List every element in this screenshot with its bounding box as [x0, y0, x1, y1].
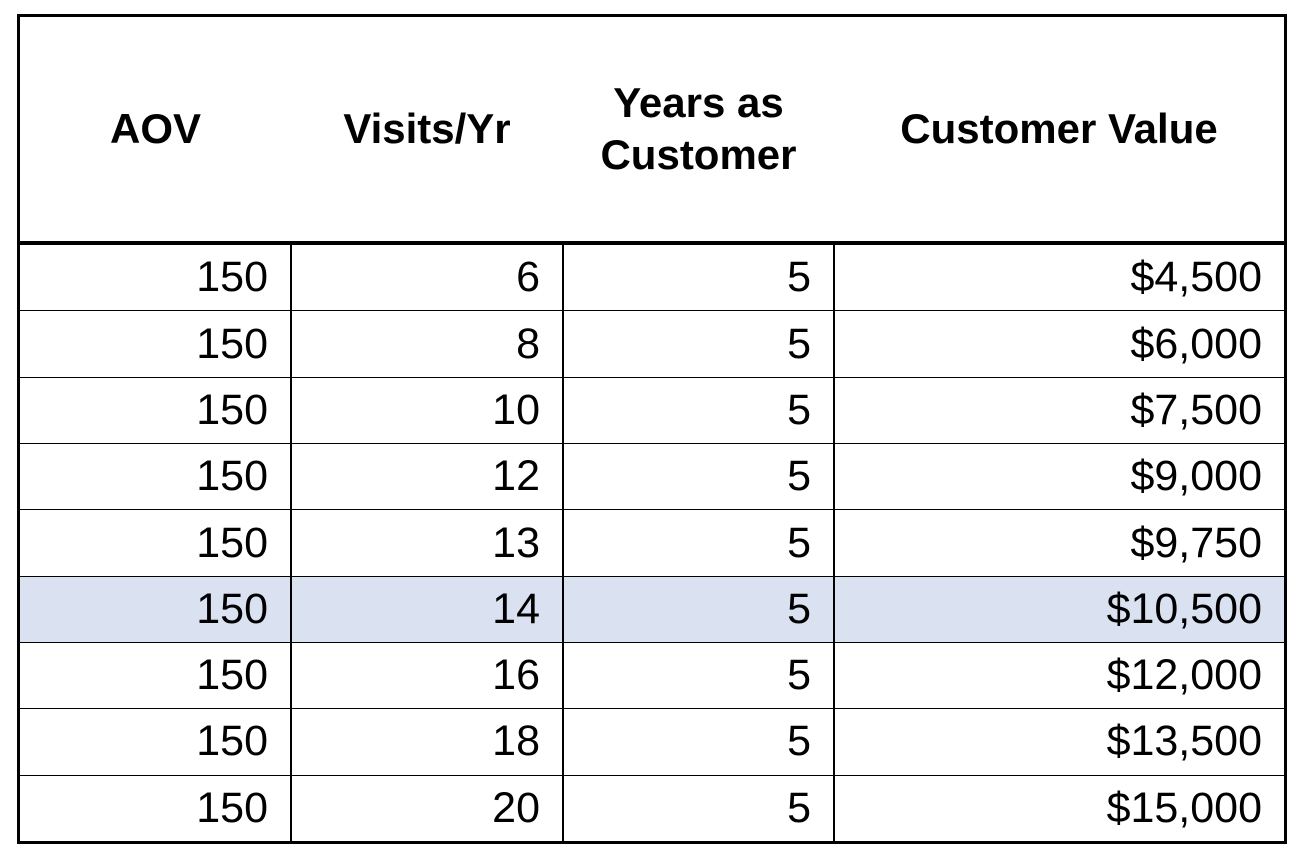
table-row: 150 12 5 $9,000: [20, 443, 1284, 510]
table-row: 150 16 5 $12,000: [20, 641, 1284, 709]
cell-visits-per-year: 18: [291, 708, 564, 776]
cell-visits-per-year: 14: [291, 575, 564, 643]
cell-visits-per-year: 13: [291, 509, 564, 577]
cell-customer-value: $7,500: [834, 376, 1284, 444]
cell-visits-per-year: 8: [291, 310, 564, 378]
cell-aov: 150: [20, 243, 292, 311]
cell-years-as-customer: 5: [563, 708, 835, 776]
table-header: AOV Visits/Yr Years as Customer Customer…: [20, 17, 1284, 245]
cell-aov: 150: [20, 443, 292, 510]
table-row: 150 20 5 $15,000: [20, 774, 1284, 841]
table-row: 150 10 5 $7,500: [20, 376, 1284, 444]
table-grid: AOV Visits/Yr Years as Customer Customer…: [20, 17, 1284, 841]
cell-visits-per-year: 16: [291, 641, 564, 709]
cell-customer-value: $13,500: [834, 708, 1284, 776]
cell-aov: 150: [20, 509, 292, 577]
cell-years-as-customer: 5: [563, 509, 835, 577]
cell-customer-value: $6,000: [834, 310, 1284, 378]
cell-aov: 150: [20, 376, 292, 444]
customer-value-table: AOV Visits/Yr Years as Customer Customer…: [17, 14, 1287, 844]
cell-visits-per-year: 10: [291, 376, 564, 444]
table-row: 150 13 5 $9,750: [20, 509, 1284, 577]
table-row: 150 14 5 $10,500: [20, 575, 1284, 643]
header-customer-value: Customer Value: [834, 17, 1284, 245]
cell-aov: 150: [20, 774, 292, 841]
cell-years-as-customer: 5: [563, 310, 835, 378]
header-aov: AOV: [20, 17, 291, 245]
cell-customer-value: $9,750: [834, 509, 1284, 577]
cell-customer-value: $12,000: [834, 641, 1284, 709]
cell-aov: 150: [20, 708, 292, 776]
cell-visits-per-year: 12: [291, 443, 564, 510]
cell-years-as-customer: 5: [563, 575, 835, 643]
table-row: 150 6 5 $4,500: [20, 243, 1284, 311]
cell-aov: 150: [20, 575, 292, 643]
header-row: AOV Visits/Yr Years as Customer Customer…: [20, 17, 1284, 245]
table-row: 150 8 5 $6,000: [20, 310, 1284, 378]
header-years-as-customer: Years as Customer: [563, 17, 834, 245]
cell-customer-value: $9,000: [834, 443, 1284, 510]
cell-visits-per-year: 6: [291, 243, 564, 311]
cell-years-as-customer: 5: [563, 376, 835, 444]
cell-visits-per-year: 20: [291, 774, 564, 841]
cell-aov: 150: [20, 310, 292, 378]
cell-years-as-customer: 5: [563, 641, 835, 709]
cell-customer-value: $15,000: [834, 774, 1284, 841]
header-visits-per-year: Visits/Yr: [291, 17, 563, 245]
table-row: 150 18 5 $13,500: [20, 708, 1284, 776]
cell-years-as-customer: 5: [563, 774, 835, 841]
cell-years-as-customer: 5: [563, 243, 835, 311]
cell-aov: 150: [20, 641, 292, 709]
table-body: 150 6 5 $4,500 150 8 5 $6,000 150 10 5 $7,500 150 12 5…: [20, 243, 1284, 841]
cell-customer-value: $10,500: [834, 575, 1284, 643]
cell-customer-value: $4,500: [1130, 253, 1262, 302]
cell-years-as-customer: 5: [563, 443, 835, 510]
